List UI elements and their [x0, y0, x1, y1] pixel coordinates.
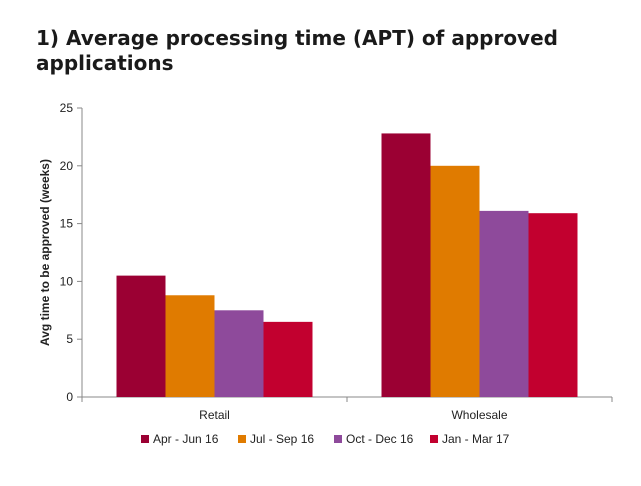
bar	[214, 310, 264, 397]
x-tick-label: Wholesale	[451, 408, 507, 422]
legend-label: Oct - Dec 16	[346, 432, 414, 446]
bar	[381, 133, 431, 397]
bar	[479, 210, 529, 397]
y-tick-label: 15	[60, 217, 74, 231]
y-axis-label: Avg time to be approved (weeks)	[38, 159, 52, 346]
y-tick-label: 0	[66, 390, 73, 404]
x-tick-label: Retail	[199, 408, 230, 422]
legend-label: Jan - Mar 17	[442, 432, 510, 446]
y-tick-label: 5	[66, 332, 73, 346]
bar	[528, 213, 578, 397]
legend-swatch	[430, 435, 438, 443]
chart-title: 1) Average processing time (APT) of appr…	[36, 26, 558, 75]
legend-swatch	[238, 435, 246, 443]
legend-label: Apr - Jun 16	[153, 432, 219, 446]
bar	[430, 165, 480, 397]
bars	[116, 133, 578, 397]
legend-label: Jul - Sep 16	[250, 432, 314, 446]
bar	[116, 275, 166, 397]
legend-swatch	[141, 435, 149, 443]
y-tick-label: 10	[60, 274, 74, 288]
tick-labels: 0 5 10 15 20 25 Avg time to be approved (weeks…	[38, 101, 508, 422]
bar	[165, 295, 215, 397]
legend: Apr - Jun 16 Jul - Sep 16 Oct - Dec 16 Jan …	[141, 432, 510, 446]
y-tick-label: 20	[60, 159, 74, 173]
bar	[263, 321, 313, 397]
y-tick-label: 25	[60, 101, 74, 115]
legend-swatch	[334, 435, 342, 443]
